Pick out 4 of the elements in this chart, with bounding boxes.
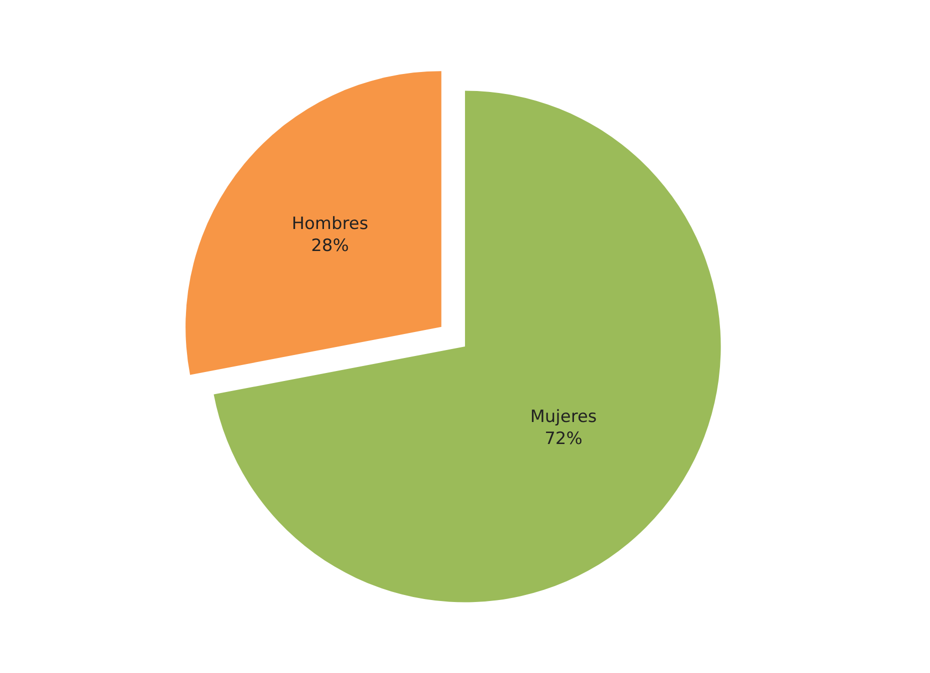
data-label: 72% [544,429,582,450]
slice-label: Mujeres [530,406,597,427]
slice-label: Hombres [292,214,368,234]
data-label: 28% [311,236,349,256]
